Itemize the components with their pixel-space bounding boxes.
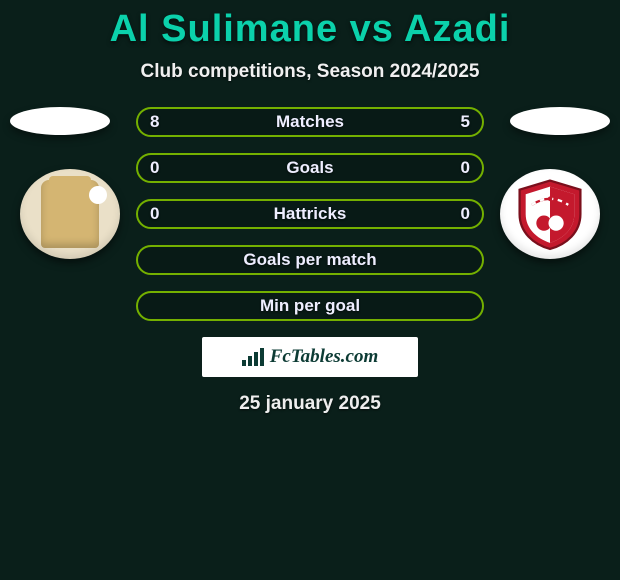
- stat-row: Min per goal: [136, 291, 484, 321]
- stat-right-value: 5: [461, 112, 470, 132]
- stat-row: 0 Goals 0: [136, 153, 484, 183]
- shield-icon: [512, 176, 588, 252]
- bars-icon: [242, 348, 264, 366]
- page-subtitle: Club competitions, Season 2024/2025: [141, 61, 480, 83]
- footer-date: 25 january 2025: [0, 393, 620, 415]
- stat-label: Matches: [276, 112, 344, 132]
- branding-text: FcTables.com: [270, 346, 379, 368]
- stat-left-value: 8: [150, 112, 159, 132]
- bag-icon: [41, 180, 99, 248]
- stat-label: Goals: [286, 158, 333, 178]
- stats-table: 8 Matches 5 0 Goals 0 0 Hattricks 0 Goals per mat…: [136, 107, 484, 321]
- stat-label: Hattricks: [274, 204, 347, 224]
- team-right-stand: [510, 107, 610, 135]
- branding-badge: FcTables.com: [202, 337, 418, 377]
- stat-label: Goals per match: [243, 250, 376, 270]
- team-left-stand: [10, 107, 110, 135]
- team-right-crest: [500, 169, 600, 259]
- team-left-crest: [20, 169, 120, 259]
- stat-row: 8 Matches 5: [136, 107, 484, 137]
- stat-left-value: 0: [150, 204, 159, 224]
- stat-left-value: 0: [150, 158, 159, 178]
- page-title: Al Sulimane vs Azadi: [110, 8, 511, 51]
- stat-right-value: 0: [461, 204, 470, 224]
- stat-label: Min per goal: [260, 296, 360, 316]
- stat-row: 0 Hattricks 0: [136, 199, 484, 229]
- comparison-content: 8 Matches 5 0 Goals 0 0 Hattricks 0 Goals per mat…: [0, 107, 620, 415]
- stat-right-value: 0: [461, 158, 470, 178]
- stat-row: Goals per match: [136, 245, 484, 275]
